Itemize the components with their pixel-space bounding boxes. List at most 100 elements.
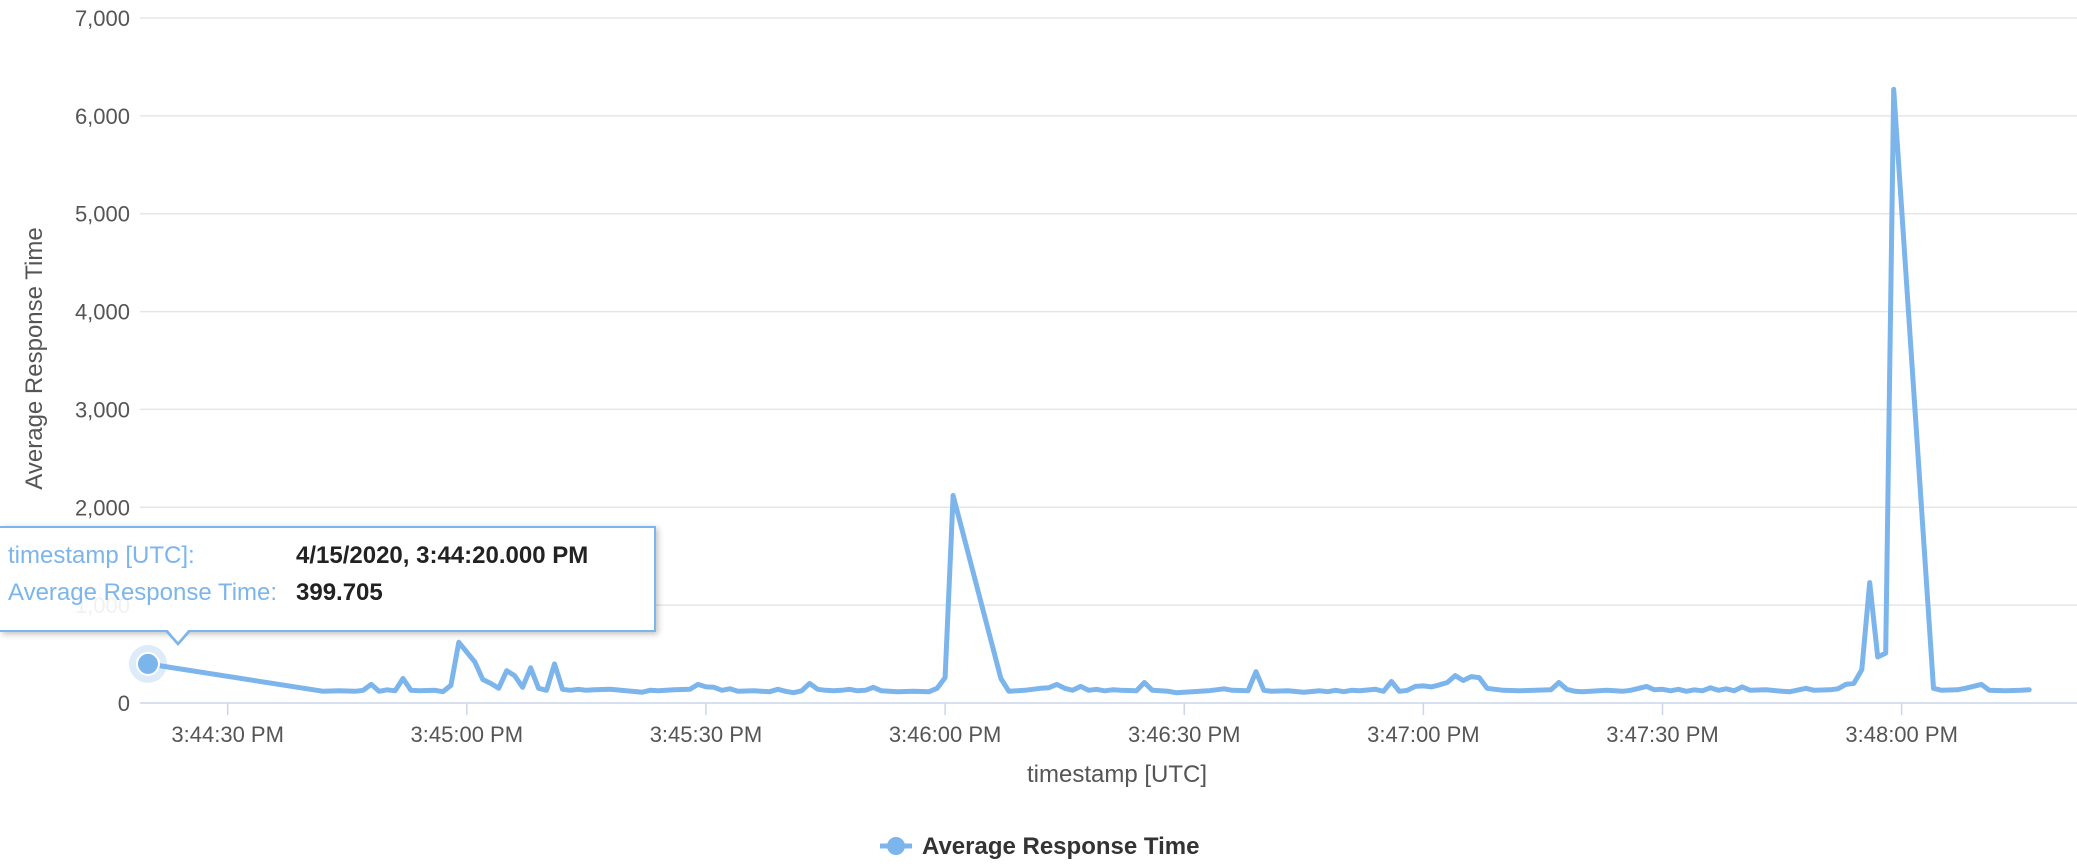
highlighted-point-group[interactable] bbox=[128, 644, 167, 683]
tooltip-series-label: Average Response Time: bbox=[8, 579, 278, 606]
data-point[interactable] bbox=[932, 683, 942, 693]
data-point[interactable] bbox=[1745, 685, 1755, 695]
series-layer[interactable] bbox=[145, 86, 2032, 696]
data-point[interactable] bbox=[1865, 578, 1875, 588]
data-point[interactable] bbox=[1171, 688, 1181, 698]
legend-marker[interactable] bbox=[887, 837, 905, 855]
data-point[interactable] bbox=[1546, 685, 1556, 695]
data-point[interactable] bbox=[892, 687, 902, 697]
data-point[interactable] bbox=[1267, 686, 1277, 696]
y-tick-label: 2,000 bbox=[75, 495, 130, 520]
data-point[interactable] bbox=[948, 491, 958, 501]
data-point[interactable] bbox=[1976, 679, 1986, 689]
data-point[interactable] bbox=[1203, 686, 1213, 696]
x-axis-ticks bbox=[226, 703, 1903, 715]
data-point[interactable] bbox=[454, 637, 464, 647]
data-point[interactable] bbox=[390, 686, 400, 696]
data-point[interactable] bbox=[653, 686, 663, 696]
data-point[interactable] bbox=[605, 684, 615, 694]
legend-label[interactable]: Average Response Time bbox=[922, 833, 1199, 860]
data-point[interactable] bbox=[1379, 686, 1389, 696]
data-point[interactable] bbox=[518, 682, 528, 692]
data-point[interactable] bbox=[1251, 667, 1261, 677]
legend[interactable]: Average Response Time bbox=[880, 833, 1199, 860]
tooltip-row-value: Average Response Time: 399.705 bbox=[8, 577, 383, 609]
data-point[interactable] bbox=[1139, 678, 1149, 688]
data-point[interactable] bbox=[996, 674, 1006, 684]
data-point[interactable] bbox=[1626, 685, 1636, 695]
data-point[interactable] bbox=[494, 683, 504, 693]
data-point[interactable] bbox=[1554, 678, 1564, 688]
y-tick-label: 4,000 bbox=[75, 300, 130, 325]
y-tick-label: 5,000 bbox=[75, 202, 130, 227]
data-point[interactable] bbox=[1227, 685, 1237, 695]
data-point[interactable] bbox=[2000, 686, 2010, 696]
data-point[interactable] bbox=[366, 679, 376, 689]
data-point[interactable] bbox=[1530, 685, 1540, 695]
y-tick-label: 7,000 bbox=[75, 6, 130, 31]
data-point[interactable] bbox=[542, 685, 552, 695]
tooltip-arrow-inner bbox=[166, 628, 190, 642]
data-point[interactable] bbox=[805, 678, 815, 688]
data-point[interactable] bbox=[446, 680, 456, 690]
x-tick-label: 3:45:00 PM bbox=[411, 722, 524, 747]
data-point[interactable] bbox=[797, 686, 807, 696]
data-point[interactable] bbox=[470, 657, 480, 667]
grid-lines bbox=[140, 17, 2077, 606]
data-point[interactable] bbox=[1299, 687, 1309, 697]
data-point[interactable] bbox=[1960, 683, 1970, 693]
data-point[interactable] bbox=[414, 686, 424, 696]
data-point[interactable] bbox=[358, 685, 368, 695]
data-point[interactable] bbox=[940, 673, 950, 683]
data-point[interactable] bbox=[438, 687, 448, 697]
data-point[interactable] bbox=[908, 686, 918, 696]
data-point[interactable] bbox=[1578, 687, 1588, 697]
data-point[interactable] bbox=[2024, 685, 2034, 695]
data-point[interactable] bbox=[1809, 685, 1819, 695]
data-point[interactable] bbox=[1283, 686, 1293, 696]
data-point[interactable] bbox=[669, 685, 679, 695]
data-point[interactable] bbox=[733, 686, 743, 696]
data-point[interactable] bbox=[550, 659, 560, 669]
tooltip-series-value: 399.705 bbox=[296, 579, 383, 606]
y-tick-label: 3,000 bbox=[75, 397, 130, 422]
data-point[interactable] bbox=[1984, 685, 1994, 695]
data-point[interactable] bbox=[1482, 683, 1492, 693]
data-point[interactable] bbox=[318, 686, 328, 696]
data-point[interactable] bbox=[1355, 686, 1365, 696]
data-point[interactable] bbox=[749, 686, 759, 696]
data-point[interactable] bbox=[398, 674, 408, 684]
data-point[interactable] bbox=[1857, 665, 1867, 675]
y-tick-label: 6,000 bbox=[75, 104, 130, 129]
tooltip-timestamp-label: timestamp [UTC]: bbox=[8, 542, 195, 569]
data-point[interactable] bbox=[1116, 685, 1126, 695]
data-point[interactable] bbox=[1131, 686, 1141, 696]
data-point[interactable] bbox=[621, 686, 631, 696]
data-point[interactable] bbox=[1889, 84, 1899, 94]
data-point[interactable] bbox=[1498, 685, 1508, 695]
x-axis-title: timestamp [UTC] bbox=[1027, 761, 1207, 788]
data-point[interactable] bbox=[1474, 673, 1484, 683]
data-point[interactable] bbox=[1785, 687, 1795, 697]
data-point[interactable] bbox=[334, 686, 344, 696]
data-point[interactable] bbox=[1849, 678, 1859, 688]
data-point[interactable] bbox=[1387, 677, 1397, 687]
data-point[interactable] bbox=[1761, 685, 1771, 695]
data-point[interactable] bbox=[510, 671, 520, 681]
x-tick-label: 3:46:30 PM bbox=[1128, 722, 1241, 747]
data-point[interactable] bbox=[526, 663, 536, 673]
data-point[interactable] bbox=[1442, 678, 1452, 688]
data-point[interactable] bbox=[1187, 687, 1197, 697]
data-point[interactable] bbox=[1514, 686, 1524, 696]
data-point[interactable] bbox=[1147, 685, 1157, 695]
data-point[interactable] bbox=[1937, 685, 1947, 695]
highlighted-point[interactable] bbox=[135, 651, 160, 676]
data-point[interactable] bbox=[1004, 686, 1014, 696]
data-point[interactable] bbox=[1020, 685, 1030, 695]
series-line[interactable] bbox=[145, 86, 2032, 696]
data-point[interactable] bbox=[589, 685, 599, 695]
data-point[interactable] bbox=[1243, 686, 1253, 696]
data-point[interactable] bbox=[1881, 648, 1891, 658]
